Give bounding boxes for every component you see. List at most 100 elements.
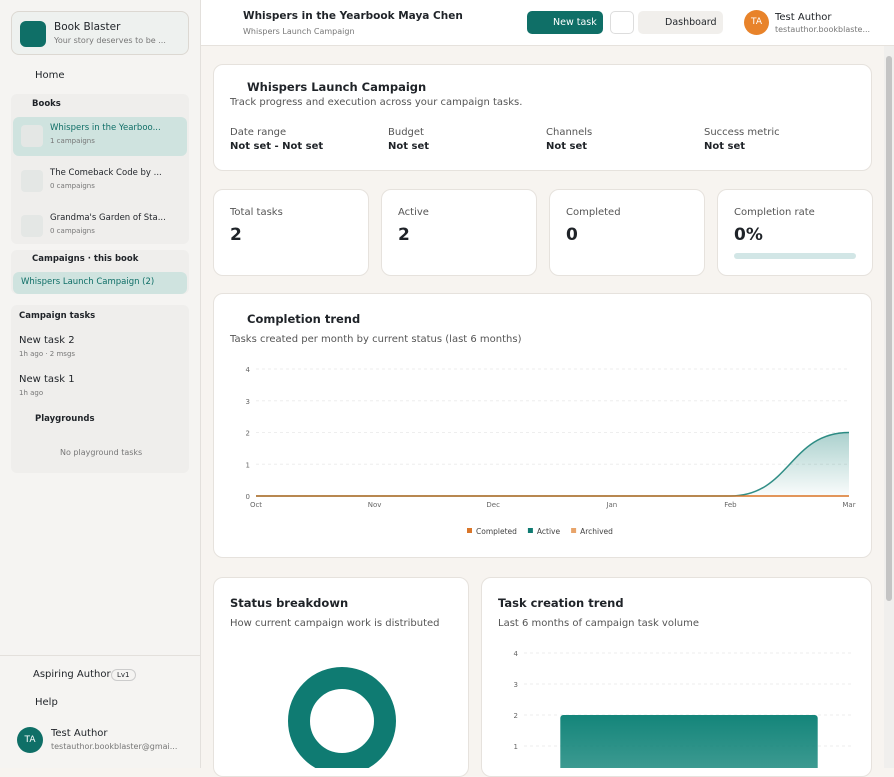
chart-title: Status breakdown	[230, 596, 349, 610]
dashboard-button[interactable]: Dashboard	[638, 11, 723, 34]
stat-card: Completed 0	[549, 189, 705, 276]
campaigns-label: Campaigns · this book	[32, 254, 139, 264]
theme-toggle[interactable]	[610, 11, 634, 34]
scrollbar[interactable]	[884, 46, 894, 768]
tagline: Your story deserves to be ...	[54, 36, 166, 45]
stat-card: Active 2	[381, 189, 537, 276]
y-tick-label: 4	[246, 366, 251, 374]
x-tick-label: Mar	[842, 501, 855, 509]
donut-chart	[288, 667, 396, 768]
topbar: Whispers in the Yearbook Maya Chen Whisp…	[201, 0, 894, 46]
brand[interactable]: Book Blaster Your story deserves to be .…	[11, 11, 189, 55]
book-title: Whispers in the Yearboo...	[50, 123, 161, 133]
divider	[0, 655, 200, 656]
book-item[interactable]: Grandma's Garden of Sta... 0 campaigns	[13, 207, 187, 246]
logo	[20, 21, 46, 47]
x-tick-label: Dec	[486, 501, 500, 509]
field-value: Not set - Not set	[230, 141, 324, 152]
x-tick-label: Oct	[250, 501, 262, 509]
user-email: testauthor.bookblaste...	[775, 25, 871, 34]
help[interactable]: Help	[35, 697, 58, 708]
books-label: Books	[32, 99, 61, 109]
task-title[interactable]: New task 2	[19, 335, 75, 346]
book-icon	[21, 215, 43, 237]
x-tick-label: Jan	[605, 501, 617, 509]
field-label: Success metric	[704, 127, 780, 138]
stat-card: Completion rate 0%	[717, 189, 873, 276]
field-label: Date range	[230, 127, 287, 138]
task-meta: 1h ago	[19, 389, 44, 397]
y-tick-label: 1	[246, 461, 250, 469]
task-title[interactable]: New task 1	[19, 374, 75, 385]
progress-bar	[734, 253, 856, 259]
campaign-item[interactable]: Whispers Launch Campaign (2)	[13, 272, 187, 294]
stat-label: Total tasks	[230, 207, 283, 218]
stat-value: 0	[566, 225, 578, 245]
y-tick-label: 0	[246, 493, 250, 501]
book-title: Grandma's Garden of Sta...	[50, 213, 166, 223]
x-tick-label: Nov	[368, 501, 382, 509]
stat-value: 0%	[734, 225, 763, 245]
playground-empty: No playground tasks	[60, 448, 143, 457]
book-icon	[21, 170, 43, 192]
user-name: Test Author	[51, 728, 108, 739]
tasks-label: Campaign tasks	[19, 311, 96, 321]
trend-card: Completion trend Tasks created per month…	[213, 293, 872, 558]
avatar: TA	[17, 727, 43, 753]
legend-label: Active	[537, 527, 561, 536]
chart-subtitle: Tasks created per month by current statu…	[230, 334, 522, 345]
page-subtitle: Whispers Launch Campaign	[243, 27, 355, 36]
app-name: Book Blaster	[54, 21, 121, 33]
campaign-card: Whispers Launch Campaign Track progress …	[213, 64, 872, 171]
scroll-thumb[interactable]	[886, 56, 892, 601]
level: Aspiring Author	[33, 669, 111, 680]
tasks-section	[11, 305, 189, 473]
y-tick-label: 2	[246, 430, 250, 438]
book-item[interactable]: The Comeback Code by ... 0 campaigns	[13, 162, 187, 201]
book-icon	[21, 125, 43, 147]
new-task-button[interactable]: New task	[527, 11, 603, 34]
campaign-name: Whispers Launch Campaign (2)	[21, 277, 155, 287]
legend-label: Completed	[476, 527, 517, 536]
avatar[interactable]: TA	[744, 10, 769, 35]
book-meta: 0 campaigns	[50, 227, 95, 235]
task-meta: 1h ago · 2 msgs	[19, 350, 76, 358]
y-tick-label: 2	[514, 712, 518, 720]
trend-chart: 0 1 2 3 4 Oct Nov Dec Jan Feb Mar Completed Active Ar…	[246, 366, 856, 536]
donut-slice	[288, 667, 396, 768]
stat-label: Completed	[566, 207, 621, 218]
series-area	[256, 432, 849, 496]
legend-swatch	[571, 528, 577, 533]
stat-label: Completion rate	[734, 207, 815, 218]
y-tick-label: 1	[514, 743, 518, 751]
stat-value: 2	[398, 225, 410, 245]
legend-label: Archived	[580, 527, 613, 536]
legend-swatch	[527, 528, 533, 533]
x-tick-label: Feb	[724, 501, 737, 509]
chart-subtitle: How current campaign work is distributed	[230, 618, 440, 629]
status-card: Status breakdown How current campaign wo…	[213, 577, 469, 777]
level-badge: Lv1	[111, 669, 136, 681]
book-meta: 1 campaigns	[50, 137, 95, 145]
book-item[interactable]: Whispers in the Yearboo... 1 campaigns	[13, 117, 187, 156]
chart-subtitle: Last 6 months of campaign task volume	[498, 618, 699, 629]
chart-title: Completion trend	[247, 312, 361, 326]
book-title: The Comeback Code by ...	[50, 168, 162, 178]
chart-title: Task creation trend	[498, 596, 624, 610]
task-trend-card: Task creation trend Last 6 months of cam…	[481, 577, 872, 777]
field-value: Not set	[388, 141, 430, 152]
field-label: Channels	[546, 127, 593, 138]
bar-chart: 1 2 3 4	[514, 650, 854, 768]
bar	[560, 715, 818, 768]
page-title[interactable]: Whispers in the Yearbook Maya Chen	[243, 10, 463, 22]
playgrounds-label: Playgrounds	[35, 414, 95, 424]
campaign-description: Track progress and execution across your…	[230, 97, 523, 108]
y-tick-label: 3	[246, 398, 250, 406]
campaign-title: Whispers Launch Campaign	[247, 80, 427, 94]
user-name: Test Author	[775, 12, 832, 23]
field-value: Not set	[546, 141, 588, 152]
legend-swatch	[467, 528, 472, 533]
home[interactable]: Home	[35, 70, 65, 81]
field-label: Budget	[388, 127, 424, 138]
